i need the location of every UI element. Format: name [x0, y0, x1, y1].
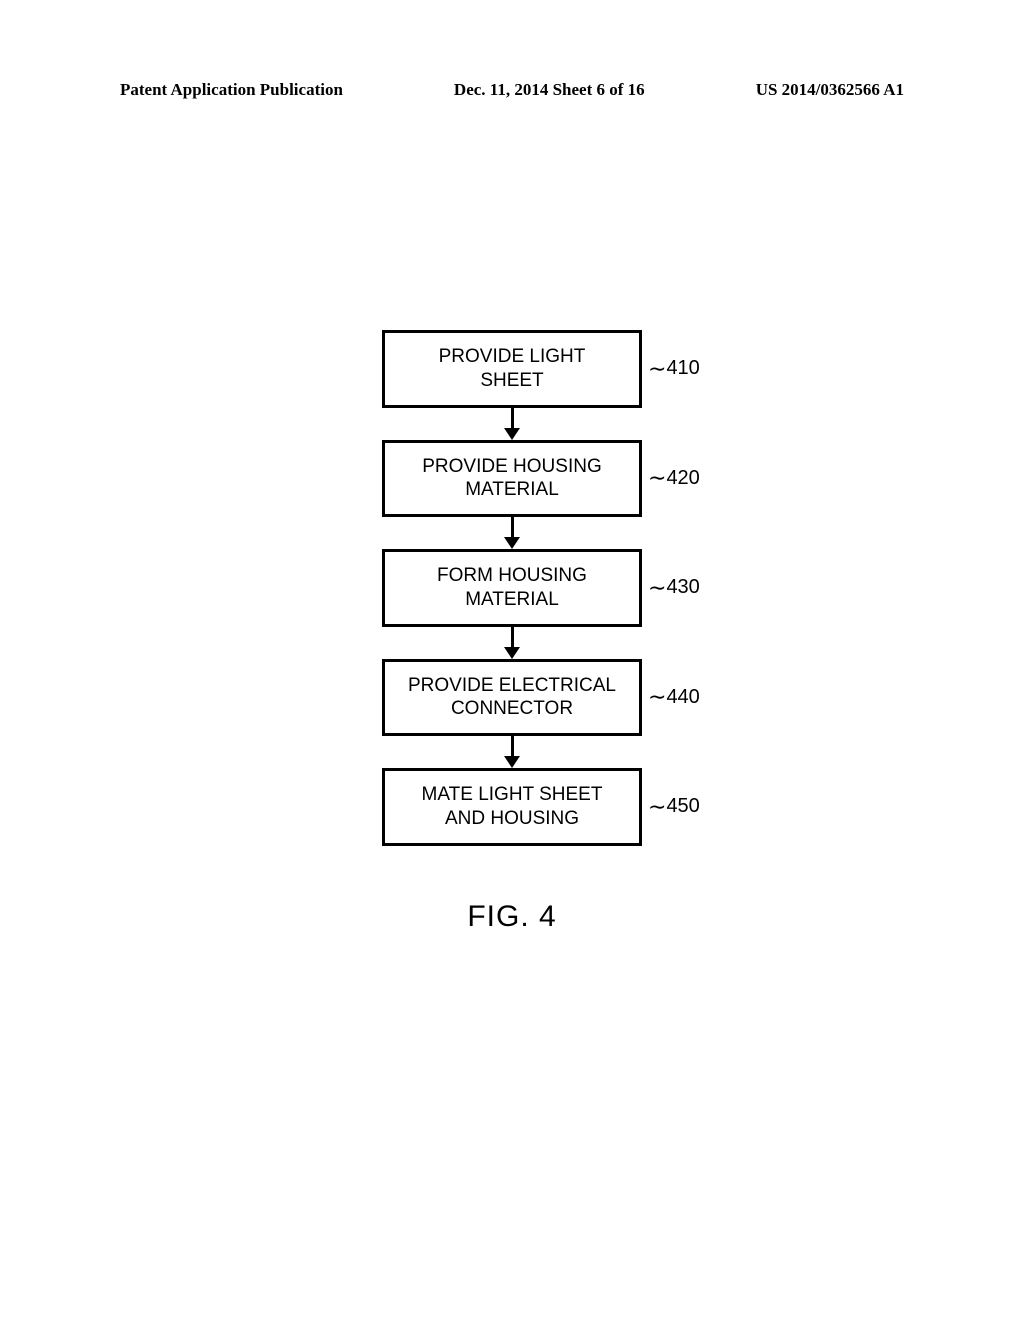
flow-node: PROVIDE HOUSINGMATERIAL ∼420	[382, 440, 642, 518]
tilde-icon: ∼	[648, 465, 666, 491]
tilde-icon: ∼	[648, 575, 666, 601]
flow-node: FORM HOUSINGMATERIAL ∼430	[382, 549, 642, 627]
flow-box-text: PROVIDE HOUSINGMATERIAL	[422, 455, 601, 503]
flow-box-label: ∼410	[648, 356, 700, 382]
flow-box-label: ∼430	[648, 575, 700, 601]
flow-node: PROVIDE ELECTRICALCONNECTOR ∼440	[382, 659, 642, 737]
tilde-icon: ∼	[648, 356, 666, 382]
flow-box-label: ∼440	[648, 684, 700, 710]
page-header: Patent Application Publication Dec. 11, …	[0, 80, 1024, 100]
arrow-line-icon	[511, 627, 514, 647]
flow-node: PROVIDE LIGHT SHEET ∼410	[382, 330, 642, 408]
arrow-head-icon	[504, 537, 520, 549]
header-publication: Patent Application Publication	[120, 80, 343, 100]
arrow-head-icon	[504, 756, 520, 768]
arrow-head-icon	[504, 428, 520, 440]
arrow-line-icon	[511, 736, 514, 756]
flow-arrow	[504, 408, 520, 440]
flowchart-container: PROVIDE LIGHT SHEET ∼410 PROVIDE HOUSING…	[382, 330, 642, 846]
arrow-line-icon	[511, 517, 514, 537]
arrow-line-icon	[511, 408, 514, 428]
flow-node: MATE LIGHT SHEETAND HOUSING ∼450	[382, 768, 642, 846]
tilde-icon: ∼	[648, 794, 666, 820]
figure-caption: FIG. 4	[467, 900, 556, 934]
flow-box-label: ∼450	[648, 794, 700, 820]
flow-arrow	[504, 517, 520, 549]
header-patent-number: US 2014/0362566 A1	[756, 80, 904, 100]
flow-box: FORM HOUSINGMATERIAL	[382, 549, 642, 627]
flow-arrow	[504, 736, 520, 768]
flow-arrow	[504, 627, 520, 659]
header-date-sheet: Dec. 11, 2014 Sheet 6 of 16	[454, 80, 645, 100]
arrow-head-icon	[504, 647, 520, 659]
tilde-icon: ∼	[648, 684, 666, 710]
flow-box-text: PROVIDE ELECTRICALCONNECTOR	[408, 674, 616, 722]
flow-box-text: PROVIDE LIGHT SHEET	[405, 345, 619, 393]
flow-box-label: ∼420	[648, 465, 700, 491]
flow-box: PROVIDE ELECTRICALCONNECTOR	[382, 659, 642, 737]
flow-box-text: FORM HOUSINGMATERIAL	[437, 564, 587, 612]
flow-box-text: MATE LIGHT SHEETAND HOUSING	[422, 783, 603, 831]
flow-box: MATE LIGHT SHEETAND HOUSING	[382, 768, 642, 846]
flow-box: PROVIDE LIGHT SHEET	[382, 330, 642, 408]
flow-box: PROVIDE HOUSINGMATERIAL	[382, 440, 642, 518]
